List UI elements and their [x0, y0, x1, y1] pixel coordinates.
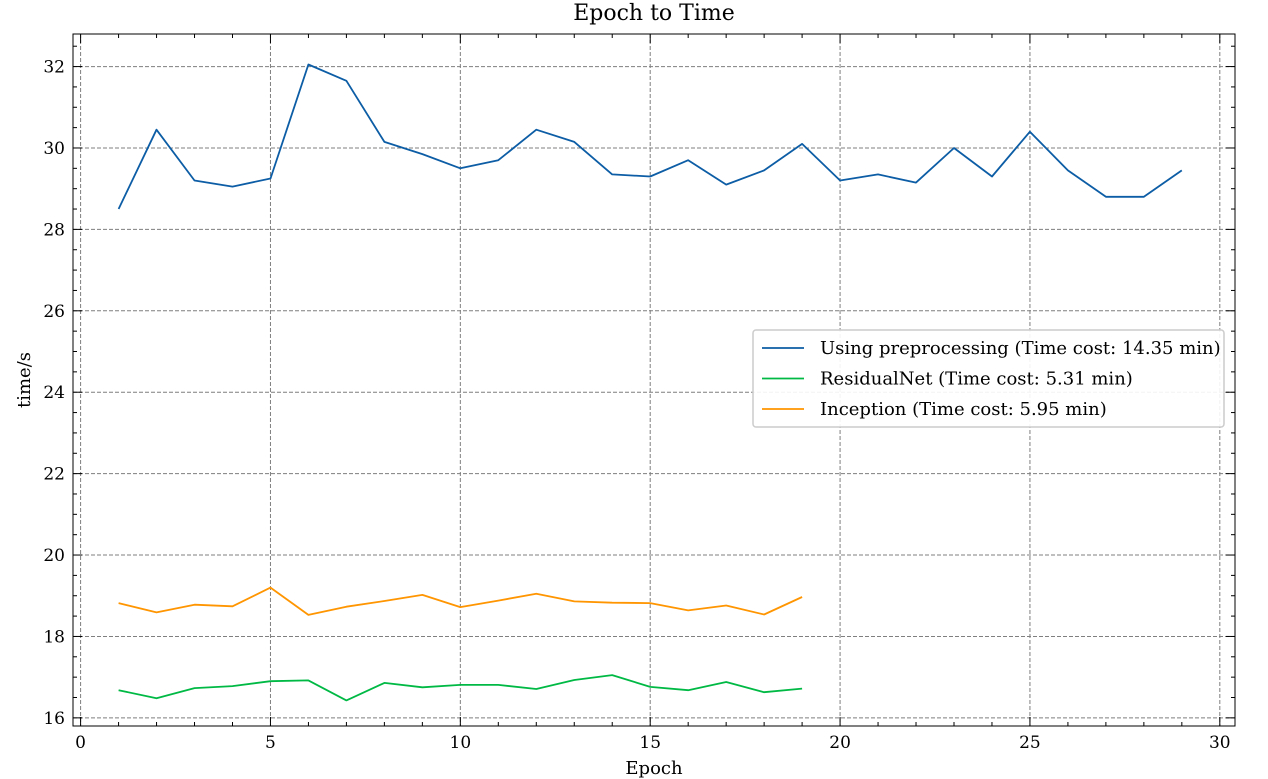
y-tick-label: 32 [43, 58, 65, 78]
y-tick-label: 24 [43, 383, 65, 403]
x-tick-label: 20 [829, 733, 851, 753]
legend-label-2: Inception (Time cost: 5.95 min) [820, 399, 1107, 420]
x-tick-label: 0 [75, 733, 86, 753]
legend: Using preprocessing (Time cost: 14.35 mi… [752, 329, 1225, 428]
x-tick-label: 25 [1019, 733, 1041, 753]
series-line-0 [117, 63, 1183, 210]
x-tick-label: 30 [1209, 733, 1231, 753]
axis-ticks: 0 5 10 15 20 25 30 16 18 20 22 24 26 28 30 32 [43, 34, 1235, 753]
y-tick-label: 28 [43, 220, 65, 240]
y-tick-label: 16 [43, 709, 65, 729]
y-tick-label: 22 [43, 465, 65, 485]
x-tick-label: 5 [265, 733, 276, 753]
y-axis-label: time/s [14, 352, 35, 408]
x-axis-label: Epoch [625, 758, 683, 779]
x-tick-label: 15 [639, 733, 661, 753]
series-line-1 [118, 674, 803, 702]
series-lines [117, 63, 1183, 702]
legend-label-1: ResidualNet (Time cost: 5.31 min) [820, 369, 1133, 390]
series-line-2 [118, 586, 803, 616]
chart-title: Epoch to Time [573, 1, 735, 26]
legend-box [752, 329, 1225, 428]
y-tick-label: 18 [43, 627, 65, 647]
x-tick-label: 10 [450, 733, 472, 753]
y-tick-label: 26 [43, 302, 65, 322]
legend-label-0: Using preprocessing (Time cost: 14.35 mi… [820, 338, 1221, 359]
y-tick-label: 30 [43, 139, 65, 159]
y-tick-label: 20 [43, 546, 65, 566]
plot-frame [72, 33, 1236, 727]
